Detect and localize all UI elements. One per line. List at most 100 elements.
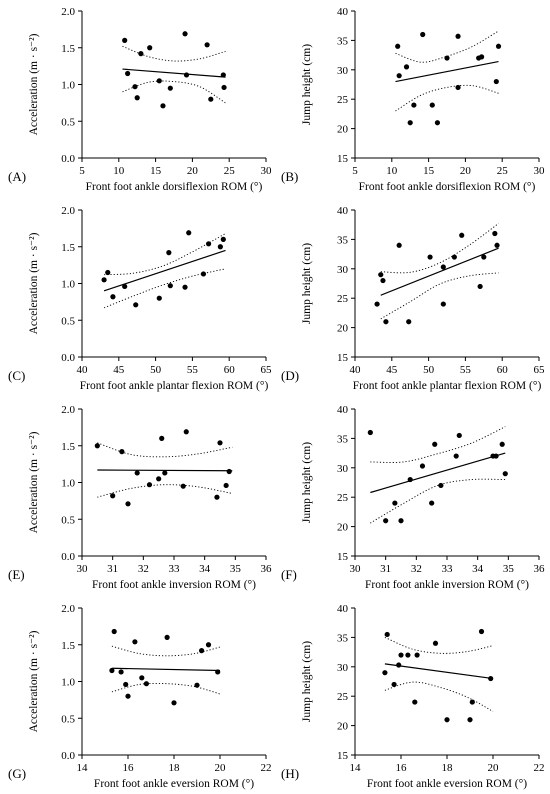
chart-d-point: [378, 272, 384, 278]
chart-d-point: [396, 242, 402, 248]
chart-e-x-axis-label: Front foot ankle inversion ROM (°): [92, 579, 256, 591]
chart-c-y-tick-label: 1.0: [61, 279, 75, 291]
chart-d-point: [477, 283, 483, 290]
chart-a-point: [204, 42, 210, 48]
chart-a-y-tick-label: 0.0: [61, 153, 75, 165]
chart-g-point: [194, 682, 200, 688]
chart-f-point: [499, 441, 505, 447]
chart-f-x-tick-label: 33: [442, 563, 454, 575]
chart-c-point: [220, 236, 226, 242]
chart-f-point: [429, 500, 435, 506]
chart-d-point: [374, 301, 380, 307]
chart-f-y-tick-label: 35: [337, 433, 349, 445]
chart-h-x-tick-label: 22: [534, 762, 545, 774]
chart-e-y-tick-label: 1.0: [61, 478, 75, 490]
chart-b-y-tick-label: 35: [337, 35, 349, 47]
chart-c-x-tick-label: 40: [77, 364, 89, 376]
chart-e-point: [94, 443, 100, 449]
chart-h-point: [398, 652, 404, 658]
chart-f-y-tick-label: 40: [337, 404, 349, 416]
chart-g-x-tick-label: 14: [77, 762, 89, 774]
chart-e-point: [156, 476, 162, 482]
chart-e-y-tick-label: 1.5: [61, 441, 75, 453]
chart-e-point: [119, 449, 125, 455]
chart-f-point: [493, 453, 499, 459]
chart-h-panel: 14 16 18 20 22 15 20 25 30 35 40 Jump height (cm) Fr…: [281, 603, 545, 790]
chart-h-panel-letter: (H): [281, 766, 299, 781]
chart-f-point: [383, 518, 389, 524]
chart-a-y-tick-label: 0.5: [61, 116, 75, 128]
chart-c-y-tick-label: 2.0: [61, 205, 75, 217]
chart-e-y-tick-label: 2.0: [61, 404, 75, 416]
chart-e-ci-upper: [97, 442, 233, 458]
chart-e-point: [180, 483, 186, 489]
chart-h-point: [412, 699, 418, 705]
chart-c-point: [200, 271, 207, 277]
chart-c-x-tick-label: 55: [187, 364, 199, 376]
chart-e-x-tick-label: 32: [138, 563, 149, 575]
chart-b-y-tick-label: 25: [337, 94, 349, 106]
chart-g-y-tick-label: 1.5: [61, 640, 75, 652]
chart-e-point: [217, 440, 223, 446]
chart-g-y-tick-label: 2.0: [61, 603, 75, 615]
chart-d-x-axis-label: Front foot ankle plantar flexion ROM (°): [353, 380, 542, 392]
chart-a-point: [220, 72, 226, 78]
chart-c-point: [105, 269, 111, 276]
chart-h-x-tick-label: 20: [488, 762, 500, 774]
chart-f-panel-letter: (F): [281, 567, 297, 582]
chart-c-point: [101, 277, 107, 283]
chart-f-regression-line: [370, 452, 506, 494]
chart-c-point: [110, 294, 116, 300]
chart-d-panel-letter: (D): [281, 368, 299, 383]
chart-a-point: [208, 96, 214, 102]
chart-f-panel: 30 31 32 33 34 35 36 15 20 25 30 35 40 Jump height (c…: [281, 404, 545, 591]
chart-g-point: [215, 669, 221, 675]
chart-g-regression-line: [111, 667, 221, 672]
chart-b-regression-line: [395, 60, 499, 83]
chart-h-y-tick-label: 15: [337, 750, 349, 762]
chart-g-ci-lower: [111, 682, 221, 695]
chart-f-y-tick-label: 15: [337, 551, 349, 563]
chart-a-x-tick-label: 30: [261, 165, 273, 177]
chart-c-point: [166, 250, 172, 256]
chart-a-x-tick-label: 20: [187, 165, 199, 177]
chart-h-x-tick-label: 14: [350, 762, 362, 774]
chart-a-y-tick-label: 2.0: [61, 6, 75, 18]
chart-a-x-tick-label: 25: [224, 165, 236, 177]
chart-e-x-tick-label: 34: [199, 563, 211, 575]
chart-g-point: [132, 639, 138, 645]
chart-c-point: [133, 302, 139, 308]
chart-h-y-tick-label: 35: [337, 632, 349, 644]
chart-f-point: [398, 518, 404, 524]
chart-a-point: [132, 84, 138, 90]
chart-e-point: [146, 482, 153, 488]
chart-h-point: [391, 681, 397, 688]
chart-d-point: [492, 230, 498, 237]
chart-h-y-tick-label: 30: [337, 662, 349, 674]
chart-b-point: [407, 120, 413, 126]
chart-f-x-tick-label: 31: [380, 563, 391, 575]
chart-b-y-tick-label: 20: [337, 124, 349, 136]
chart-d-ci-upper: [380, 223, 499, 274]
chart-b-point: [455, 84, 461, 91]
chart-d-point: [440, 264, 446, 270]
chart-b-x-tick-label: 25: [497, 165, 509, 177]
chart-a-panel: 5 10 15 20 25 30 0.0 0.5 1.0 1.5 2.0 Acceleration (…: [8, 6, 272, 193]
chart-c-panel: 40 45 50 55 60 65 0.0 0.5 1.0 1.5 2.0 Acceleration …: [8, 205, 272, 392]
chart-a-point: [122, 37, 128, 44]
chart-e-ci-lower: [97, 484, 233, 498]
chart-d-x-tick-label: 40: [350, 364, 362, 376]
chart-d-point: [380, 277, 386, 284]
chart-f-point: [456, 432, 462, 439]
chart-b-point: [420, 31, 426, 38]
chart-h-x-tick-label: 18: [442, 762, 454, 774]
chart-g-point: [123, 681, 129, 688]
chart-b-point: [434, 120, 441, 126]
chart-g-panel: 14 16 18 20 22 0.0 0.5 1.0 1.5 2.0 Acceleration (m…: [8, 603, 272, 790]
chart-f-point: [502, 471, 508, 477]
chart-d-regression-line: [380, 247, 499, 296]
chart-e-y-tick-label: 0.5: [61, 514, 75, 526]
chart-f-point: [438, 482, 444, 489]
chart-d-point: [481, 254, 487, 260]
chart-d-y-axis-label: Jump height (cm): [301, 243, 313, 324]
